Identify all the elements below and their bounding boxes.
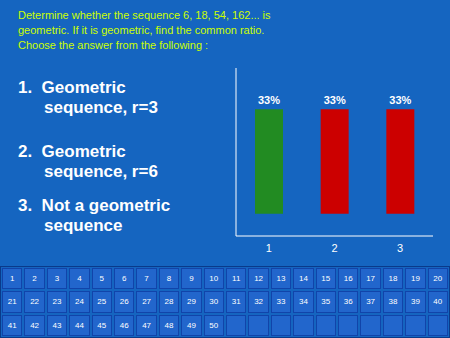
html-text:25: 25 [97, 297, 107, 307]
html-text:49: 49 [186, 320, 196, 330]
html-text:38: 38 [388, 297, 398, 307]
html-text:44: 44 [74, 320, 84, 330]
html-text:43: 43 [52, 320, 62, 330]
html-text:4: 4 [77, 274, 82, 284]
html-text:35: 35 [321, 297, 331, 307]
html-text:22: 22 [30, 297, 39, 307]
html-text:17: 17 [366, 274, 375, 284]
html-text:1: 1 [10, 274, 15, 284]
html-text:19: 19 [410, 274, 420, 284]
html-text:24: 24 [74, 297, 84, 307]
html-text:11: 11 [232, 274, 241, 284]
svg-text:1: 1 [266, 242, 272, 254]
svg-text:3: 3 [397, 242, 403, 254]
html-text:5: 5 [99, 274, 104, 284]
html-text:3. Not a geometric: 3. Not a geometric [18, 196, 171, 215]
html-text:33: 33 [276, 297, 286, 307]
html-text:50: 50 [209, 320, 219, 330]
html-text:31: 31 [231, 297, 241, 307]
html-text:30: 30 [209, 297, 219, 307]
html-text:12: 12 [254, 274, 263, 284]
html-text:8: 8 [166, 274, 172, 284]
html-text:18: 18 [388, 274, 398, 284]
html-text:41: 41 [7, 320, 17, 330]
html-text:sequence, r=3: sequence, r=3 [44, 98, 158, 117]
html-text:26: 26 [119, 297, 129, 307]
html-text:9: 9 [189, 274, 194, 284]
html-text:15: 15 [321, 274, 331, 284]
html-text:6: 6 [122, 274, 127, 284]
html-text:39: 39 [410, 297, 420, 307]
html-text:36: 36 [343, 297, 353, 307]
html-text:Determine whether the sequence: Determine whether the sequence 6, 18, 54… [18, 9, 271, 51]
html-text:sequence: sequence [44, 216, 123, 235]
html-text:16: 16 [343, 274, 353, 284]
html-text:2. Geometric: 2. Geometric [18, 142, 126, 161]
html-text:34: 34 [298, 297, 308, 307]
html-text:48: 48 [164, 320, 174, 330]
html-text:47: 47 [142, 320, 151, 330]
html-text:10: 10 [209, 274, 219, 284]
html-text:20: 20 [433, 274, 443, 284]
html-text:23: 23 [52, 297, 62, 307]
svg-text:33%: 33% [258, 94, 280, 106]
html-text:45: 45 [97, 320, 107, 330]
svg-text:33%: 33% [324, 94, 346, 106]
html-text:21: 21 [7, 297, 17, 307]
html-text:3: 3 [54, 274, 60, 284]
html-text:sequence, r=6: sequence, r=6 [44, 162, 158, 181]
html-text:32: 32 [254, 297, 263, 307]
html-text:27: 27 [142, 297, 151, 307]
html-text:14: 14 [298, 274, 308, 284]
html-text:46: 46 [119, 320, 129, 330]
html-text:29: 29 [186, 297, 196, 307]
html-text:2: 2 [32, 274, 37, 284]
html-text:28: 28 [164, 297, 174, 307]
html-text:1. Geometric: 1. Geometric [18, 78, 126, 97]
html-text:42: 42 [30, 320, 39, 330]
html-text:40: 40 [433, 297, 443, 307]
html-text:13: 13 [276, 274, 286, 284]
svg-text:33%: 33% [389, 94, 411, 106]
svg-text:2: 2 [331, 242, 337, 254]
html-text:37: 37 [366, 297, 375, 307]
html-text:7: 7 [144, 274, 149, 284]
